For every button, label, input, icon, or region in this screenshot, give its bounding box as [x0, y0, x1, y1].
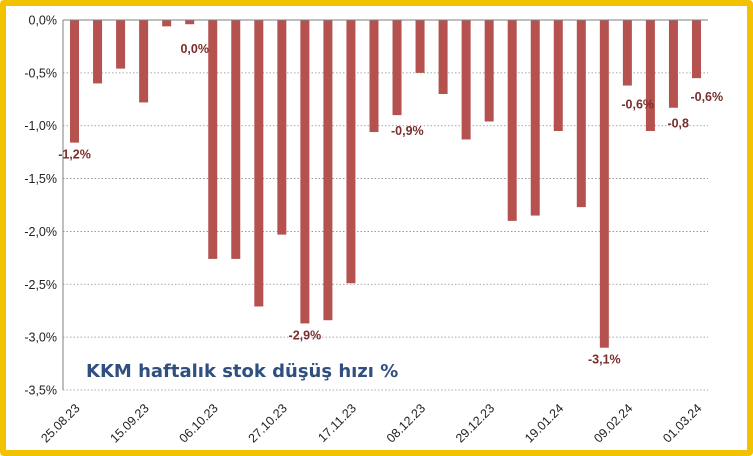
- x-tick-label: 27.10.23: [246, 401, 290, 445]
- y-tick-label: -1,5%: [24, 172, 57, 186]
- bar: [438, 20, 448, 94]
- bar: [346, 20, 356, 284]
- bar: [208, 20, 218, 259]
- bar: [369, 20, 379, 133]
- y-tick-label: -3,0%: [24, 331, 57, 345]
- bar: [254, 20, 264, 307]
- x-tick-label: 09.02.24: [591, 401, 635, 445]
- bar: [323, 20, 333, 321]
- data-label: -0,6%: [690, 90, 723, 104]
- y-tick-label: -2,5%: [24, 278, 57, 292]
- bar: [231, 20, 241, 259]
- data-label: -0,6%: [621, 98, 654, 112]
- y-tick-label: 0,0%: [29, 14, 58, 28]
- bar: [415, 20, 425, 73]
- x-tick-label: 17.11.23: [315, 401, 359, 445]
- bar: [507, 20, 517, 221]
- bars: [70, 20, 701, 348]
- data-label: -0,9%: [391, 124, 424, 138]
- bar: [645, 20, 655, 131]
- bar: [139, 20, 149, 103]
- chart-title: KKM haftalık stok düşüş hızı %: [86, 361, 398, 382]
- bar: [599, 20, 609, 348]
- bar: [484, 20, 494, 122]
- bar: [392, 20, 402, 116]
- y-tick-label: -1,0%: [24, 119, 57, 133]
- data-label: 0,0%: [180, 42, 209, 56]
- bar: [691, 20, 701, 79]
- bar: [530, 20, 540, 216]
- bar: [553, 20, 563, 131]
- x-tick-label: 29.12.23: [453, 401, 497, 445]
- data-labels: -1,2%0,0%-2,9%-0,9%-3,1%-0,6%-0,8-0,6%: [58, 42, 723, 366]
- data-label: -2,9%: [289, 328, 322, 342]
- gridlines: [63, 72, 708, 391]
- data-label: -3,1%: [588, 353, 621, 367]
- bar: [116, 20, 126, 69]
- bar: [93, 20, 103, 84]
- y-tick-label: -0,5%: [24, 66, 57, 80]
- bar: [576, 20, 586, 208]
- bar: [622, 20, 632, 86]
- data-label: -1,2%: [58, 148, 91, 162]
- bar: [461, 20, 471, 140]
- x-tick-label: 08.12.23: [384, 401, 428, 445]
- axes: [62, 19, 708, 390]
- bar: [162, 20, 172, 27]
- data-label: -0,8: [667, 117, 689, 131]
- bar: [277, 20, 287, 235]
- y-tick-labels: 0,0% -0,5% -1,0% -1,5% -2,0% -2,5% -3,0% -3,5%: [24, 14, 57, 398]
- bar: [70, 20, 80, 143]
- bar: [185, 20, 195, 25]
- x-tick-label: 15.09.23: [107, 401, 151, 445]
- x-tick-labels: 25.08.23 15.09.23 06.10.23 27.10.23 17.11.23…: [38, 401, 704, 445]
- x-tick-label: 19.01.24: [522, 401, 566, 445]
- y-tick-label: -3,5%: [24, 384, 57, 398]
- x-tick-label: 01.03.24: [660, 401, 704, 445]
- y-tick-label: -2,0%: [24, 225, 57, 239]
- x-tick-label: 25.08.23: [38, 401, 82, 445]
- bar: [300, 20, 310, 324]
- bar: [668, 20, 678, 108]
- x-tick-label: 06.10.23: [177, 401, 221, 445]
